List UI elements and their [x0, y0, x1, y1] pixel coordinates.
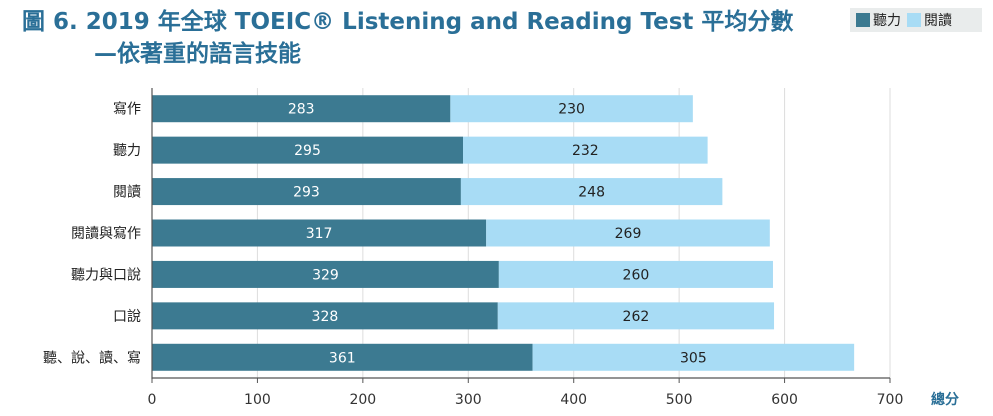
bar-reading-3: [486, 219, 770, 247]
x-tick-label-0: 0: [148, 392, 157, 408]
title-line-2: —依著重的語言技能: [94, 41, 301, 67]
bar-listening-6: [152, 343, 533, 371]
legend-label-listening: 聽力: [873, 13, 901, 29]
category-label-3: 閱讀與寫作: [71, 225, 141, 242]
x-tick-label-300: 300: [455, 392, 482, 408]
x-tick-label-100: 100: [244, 392, 271, 408]
category-label-6: 聽、說、讀、寫: [43, 349, 141, 366]
chart-title: 圖 6. 2019 年全球 TOEIC® Listening and Readi…: [22, 6, 793, 70]
x-tick-label-200: 200: [349, 392, 376, 408]
category-label-1: 聽力: [113, 143, 141, 159]
category-label-0: 寫作: [113, 101, 141, 118]
x-tick-label-400: 400: [560, 392, 587, 408]
data-label-reading-4: 260: [623, 267, 650, 283]
data-label-listening-5: 328: [312, 309, 339, 325]
data-label-reading-2: 248: [578, 185, 605, 201]
bar-listening-4: [152, 260, 499, 288]
title-line-1: 圖 6. 2019 年全球 TOEIC® Listening and Readi…: [22, 9, 794, 35]
bar-listening-5: [152, 302, 498, 330]
data-label-listening-0: 283: [288, 102, 315, 118]
bar-listening-0: [152, 95, 451, 123]
bar-listening-3: [152, 219, 487, 247]
legend-swatch-listening: [856, 13, 870, 27]
data-label-reading-3: 269: [615, 226, 642, 242]
bar-reading-5: [497, 302, 775, 330]
bar-reading-4: [498, 260, 773, 288]
legend-item-listening: 聽力: [856, 10, 901, 30]
legend-item-reading: 閱讀: [907, 10, 952, 30]
bar-reading-6: [532, 343, 855, 371]
bar-listening-2: [152, 178, 461, 206]
bar-reading-0: [450, 95, 693, 123]
legend-swatch-reading: [907, 13, 921, 27]
category-label-2: 閱讀: [113, 185, 141, 201]
category-label-4: 聽力與口說: [71, 266, 141, 283]
data-label-reading-1: 232: [572, 143, 599, 159]
bar-listening-1: [152, 136, 464, 164]
data-label-reading-6: 305: [680, 350, 707, 366]
data-label-listening-3: 317: [306, 226, 333, 242]
data-label-listening-2: 293: [293, 185, 320, 201]
legend-label-reading: 閱讀: [924, 13, 952, 29]
x-tick-label-700: 700: [877, 392, 904, 408]
bar-reading-2: [460, 178, 723, 206]
bar-reading-1: [463, 136, 708, 164]
legend: 聽力 閱讀: [850, 8, 982, 32]
data-label-reading-0: 230: [558, 102, 585, 118]
data-label-listening-6: 361: [329, 350, 356, 366]
x-tick-label-500: 500: [666, 392, 693, 408]
category-label-5: 口說: [113, 308, 141, 325]
x-axis-title: 總分: [931, 391, 959, 408]
data-label-reading-5: 262: [623, 309, 650, 325]
data-label-listening-4: 329: [312, 267, 339, 283]
data-label-listening-1: 295: [294, 143, 321, 159]
x-tick-label-600: 600: [771, 392, 798, 408]
